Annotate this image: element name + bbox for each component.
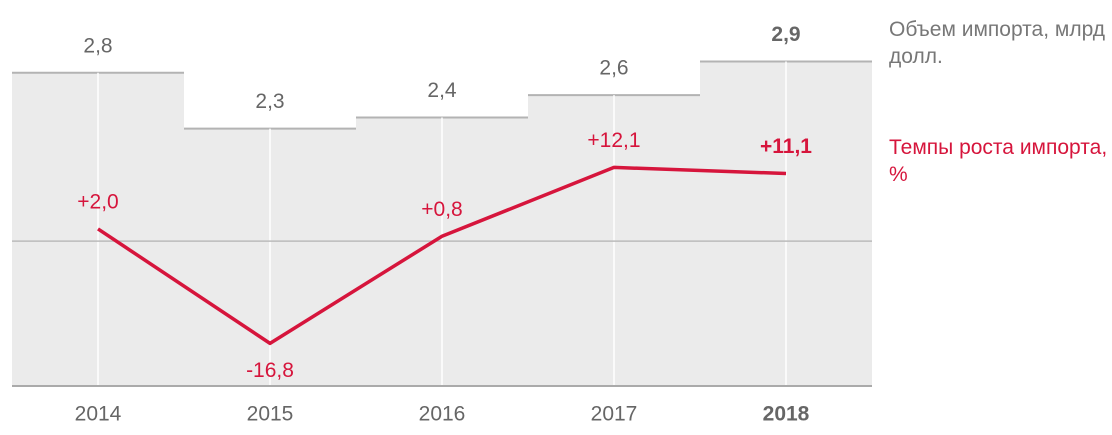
- x-tick-label: 2014: [75, 403, 122, 426]
- bar-value-label: 2,9: [771, 23, 800, 46]
- x-tick-label: 2017: [591, 403, 638, 426]
- x-tick-label: 2016: [419, 403, 466, 426]
- legend-line: Темпы роста импорта, %: [889, 136, 1108, 186]
- line-value-label: -16,8: [246, 359, 294, 382]
- x-tick-label: 2015: [247, 403, 294, 426]
- bar-value-label: 2,8: [83, 34, 112, 57]
- bar-value-label: 2,3: [255, 90, 284, 113]
- bar-value-label: 2,4: [427, 79, 457, 102]
- bar-value-label: 2,6: [599, 57, 628, 80]
- growth-line: [97, 165, 787, 346]
- x-tick-label: 2018: [763, 403, 810, 426]
- line-value-label: +11,1: [760, 135, 812, 158]
- legend-bar: Объем импорта, млрд долл.: [889, 18, 1106, 68]
- line-value-label: +0,8: [421, 198, 462, 221]
- line-value-label: +2,0: [77, 190, 118, 213]
- line-value-label: +12,1: [587, 129, 640, 152]
